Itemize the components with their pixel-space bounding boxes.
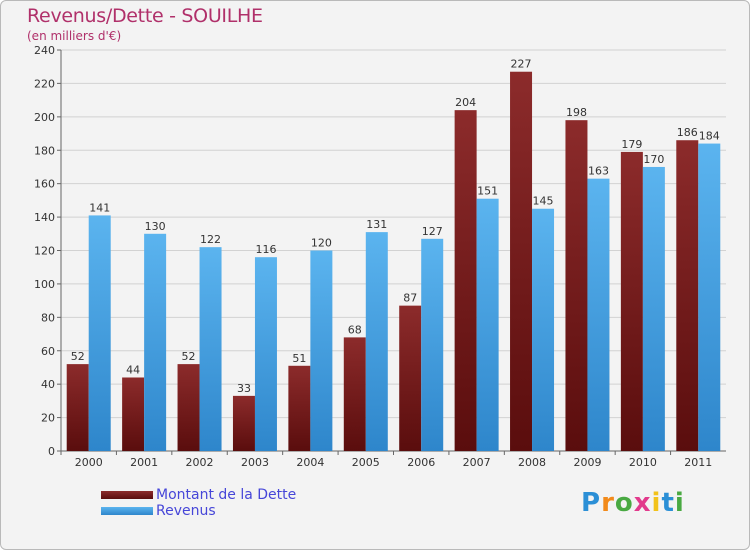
y-tick-label: 60 bbox=[41, 345, 55, 358]
data-label-debt-2003: 33 bbox=[237, 382, 251, 395]
data-label-debt-2007: 204 bbox=[455, 96, 476, 109]
bar-debt-2006 bbox=[399, 305, 422, 451]
bar-debt-2000 bbox=[66, 364, 89, 451]
logo-letter: r bbox=[601, 488, 615, 518]
y-tick-label: 240 bbox=[34, 44, 55, 57]
y-tick-label: 120 bbox=[34, 245, 55, 258]
data-label-debt-2011: 186 bbox=[677, 126, 698, 139]
x-tick-label: 2000 bbox=[75, 456, 103, 469]
x-tick-label: 2008 bbox=[518, 456, 546, 469]
data-label-debt-2010: 179 bbox=[621, 138, 642, 151]
bar-debt-2010 bbox=[620, 151, 643, 451]
chart-subtitle: (en milliers d'€) bbox=[27, 29, 122, 43]
legend-swatch-revenue bbox=[101, 507, 153, 515]
bar-revenue-2005 bbox=[365, 232, 388, 451]
y-tick-label: 180 bbox=[34, 144, 55, 157]
data-label-debt-2006: 87 bbox=[403, 292, 417, 305]
bar-revenue-2010 bbox=[642, 166, 665, 452]
bar-debt-2008 bbox=[510, 71, 533, 452]
bar-revenue-2011 bbox=[698, 143, 721, 452]
data-label-revenue-2009: 163 bbox=[588, 165, 609, 178]
data-label-debt-2008: 227 bbox=[511, 58, 532, 71]
data-label-revenue-2008: 145 bbox=[533, 195, 554, 208]
bar-revenue-2004 bbox=[310, 250, 333, 451]
data-label-revenue-2006: 127 bbox=[422, 225, 443, 238]
y-tick-label: 220 bbox=[34, 77, 55, 90]
bar-debt-2005 bbox=[343, 337, 366, 451]
bar-debt-2001 bbox=[122, 377, 145, 451]
bar-debt-2002 bbox=[177, 364, 200, 451]
bar-revenue-2007 bbox=[476, 198, 499, 451]
data-label-debt-2002: 52 bbox=[182, 350, 196, 363]
y-tick-label: 0 bbox=[48, 445, 55, 458]
data-label-debt-2009: 198 bbox=[566, 106, 587, 119]
chart-title: Revenus/Dette - SOUILHE bbox=[27, 5, 263, 27]
y-tick-label: 20 bbox=[41, 412, 55, 425]
bar-revenue-2000 bbox=[88, 215, 111, 451]
bar-revenue-2009 bbox=[587, 178, 610, 451]
data-label-revenue-2011: 184 bbox=[699, 130, 720, 143]
logo-letter: i bbox=[674, 488, 685, 518]
data-label-revenue-2007: 151 bbox=[477, 185, 498, 198]
data-label-debt-2000: 52 bbox=[71, 350, 85, 363]
bar-revenue-2002 bbox=[199, 247, 222, 451]
logo-letter: P bbox=[581, 488, 602, 518]
proxiti-logo: Proxiti bbox=[581, 488, 685, 518]
logo-letter: i bbox=[651, 488, 662, 518]
x-tick-label: 2005 bbox=[352, 456, 380, 469]
grid-lines bbox=[61, 49, 726, 452]
x-tick-label: 2010 bbox=[629, 456, 657, 469]
x-tick-label: 2001 bbox=[130, 456, 158, 469]
data-label-debt-2001: 44 bbox=[126, 363, 140, 376]
data-label-revenue-2000: 141 bbox=[89, 201, 110, 214]
x-tick-label: 2004 bbox=[296, 456, 324, 469]
bar-revenue-2008 bbox=[532, 208, 555, 451]
data-labels: 52 141 44 130 52 122 33 116 51 120 68 131 87 127 204 15… bbox=[71, 58, 720, 395]
bar-revenue-2001 bbox=[144, 233, 167, 451]
x-tick-label: 2011 bbox=[684, 456, 712, 469]
bar-revenue-2003 bbox=[254, 257, 277, 451]
y-tick-label: 140 bbox=[34, 211, 55, 224]
x-tick-label: 2009 bbox=[573, 456, 601, 469]
bar-debt-2007 bbox=[454, 110, 477, 452]
data-label-revenue-2010: 170 bbox=[643, 153, 664, 166]
axes: 0 20 40 60 80 100 120 140 160 180 200 220 240 2000 200… bbox=[34, 44, 726, 469]
bar-debt-2004 bbox=[288, 365, 311, 451]
y-tick-label: 80 bbox=[41, 311, 55, 324]
data-label-revenue-2003: 116 bbox=[255, 243, 276, 256]
legend-label-revenue: Revenus bbox=[156, 503, 216, 519]
logo-letter: x bbox=[633, 488, 652, 518]
logo-letter: o bbox=[614, 488, 634, 518]
x-tick-label: 2006 bbox=[407, 456, 435, 469]
y-tick-label: 100 bbox=[34, 278, 55, 291]
x-tick-label: 2007 bbox=[463, 456, 491, 469]
data-label-revenue-2005: 131 bbox=[366, 218, 387, 231]
bar-debt-2003 bbox=[232, 395, 255, 451]
y-tick-label: 40 bbox=[41, 378, 55, 391]
bars bbox=[66, 71, 721, 452]
bar-debt-2011 bbox=[676, 140, 699, 451]
y-tick-label: 200 bbox=[34, 111, 55, 124]
legend-swatch-debt bbox=[101, 491, 153, 499]
x-tick-label: 2003 bbox=[241, 456, 269, 469]
y-tick-label: 160 bbox=[34, 178, 55, 191]
data-label-revenue-2002: 122 bbox=[200, 233, 221, 246]
data-label-revenue-2001: 130 bbox=[145, 220, 166, 233]
bar-revenue-2006 bbox=[421, 238, 444, 451]
logo-letter: t bbox=[661, 488, 675, 518]
x-tick-label: 2002 bbox=[186, 456, 214, 469]
data-label-revenue-2004: 120 bbox=[311, 237, 332, 250]
data-label-debt-2005: 68 bbox=[348, 323, 362, 336]
legend-label-debt: Montant de la Dette bbox=[156, 487, 297, 503]
bar-debt-2009 bbox=[565, 120, 588, 452]
data-label-debt-2004: 51 bbox=[292, 352, 306, 365]
